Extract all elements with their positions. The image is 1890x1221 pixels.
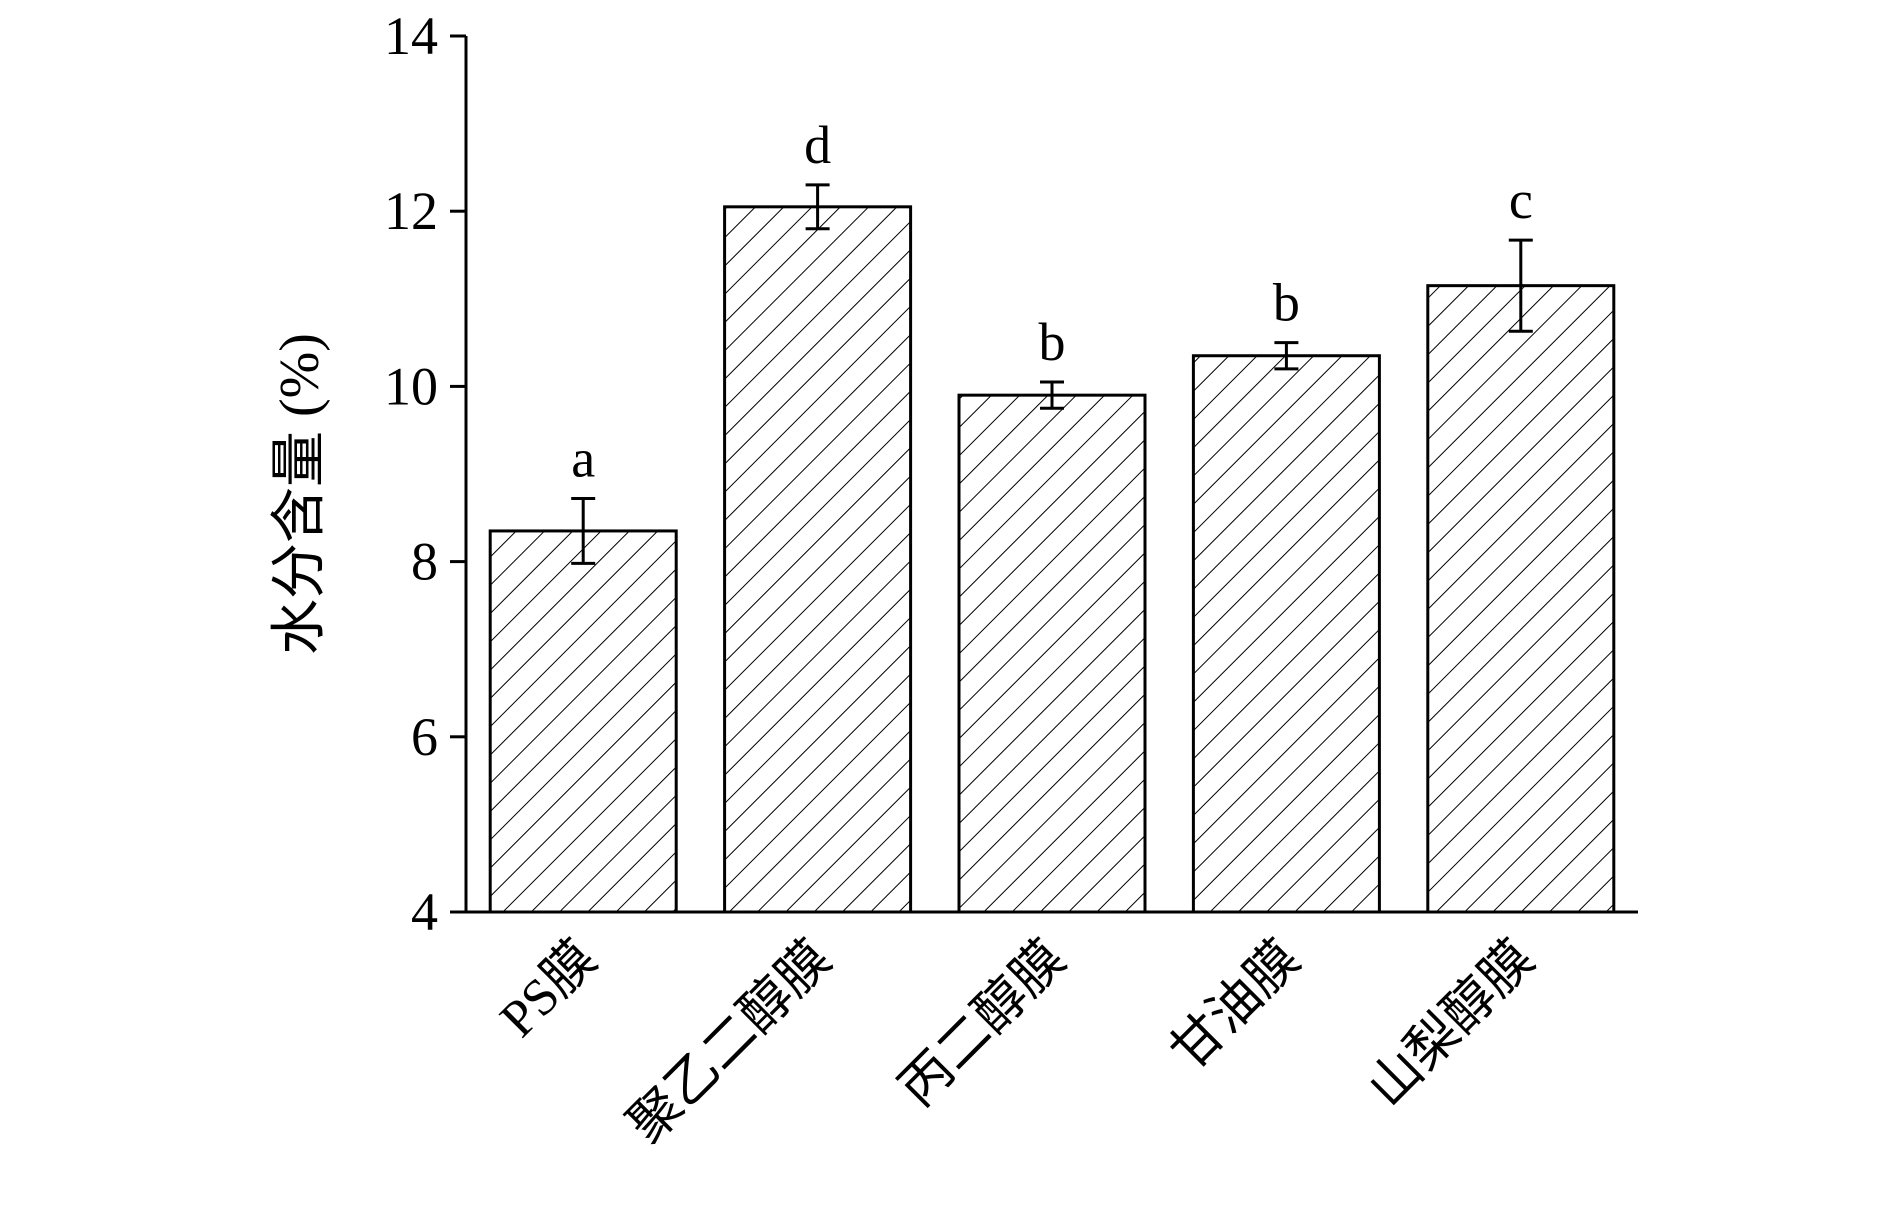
y-tick-label: 14 xyxy=(384,6,438,66)
bar xyxy=(957,393,1147,914)
x-category-label: 丙二醇膜 xyxy=(889,930,1076,1117)
significance-label: d xyxy=(804,115,831,175)
bar xyxy=(488,529,678,914)
error-bar xyxy=(1274,341,1299,371)
error-bars-layer xyxy=(571,183,1533,565)
x-category-label: PS膜 xyxy=(490,930,608,1048)
significance-label: a xyxy=(571,429,595,489)
y-axis-title: 水分含量 (%) xyxy=(269,333,331,655)
x-category-label: 山梨醇膜 xyxy=(1358,930,1545,1117)
y-ticks-layer: 4 6 8 10 12 14 xyxy=(384,6,466,942)
x-category-label: 聚乙二醇膜 xyxy=(618,930,842,1154)
error-bar xyxy=(1508,238,1533,333)
significance-label: b xyxy=(1273,273,1300,333)
y-tick-label: 4 xyxy=(411,882,438,942)
bar xyxy=(1191,354,1381,914)
x-category-label: 甘油膜 xyxy=(1160,930,1311,1081)
x-labels-layer: PS膜 聚乙二醇膜 丙二醇膜 甘油膜 山梨醇膜 xyxy=(490,930,1546,1154)
axes-layer xyxy=(450,36,1638,914)
y-tick-label: 8 xyxy=(411,532,438,592)
significance-label: c xyxy=(1509,170,1533,230)
error-bar xyxy=(571,497,596,565)
bar xyxy=(1426,284,1616,914)
y-tick-label: 10 xyxy=(384,356,438,416)
bar xyxy=(723,205,913,914)
error-bar xyxy=(805,183,830,231)
error-bar xyxy=(1040,380,1064,410)
y-tick-label: 12 xyxy=(384,181,438,241)
significance-label: b xyxy=(1039,312,1066,372)
y-tick-label: 6 xyxy=(411,707,438,767)
significance-labels-layer: a d b b c xyxy=(571,115,1533,489)
